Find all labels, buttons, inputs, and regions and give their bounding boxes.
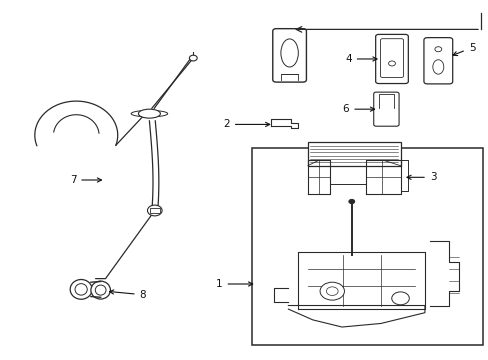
Text: 2: 2: [223, 120, 269, 129]
Text: 1: 1: [216, 279, 252, 289]
Circle shape: [434, 47, 441, 52]
FancyBboxPatch shape: [380, 39, 403, 77]
Ellipse shape: [432, 60, 443, 74]
Bar: [378, 96, 393, 108]
FancyBboxPatch shape: [272, 29, 306, 82]
FancyBboxPatch shape: [375, 35, 407, 84]
Ellipse shape: [95, 285, 106, 295]
Bar: [150, 208, 159, 213]
Circle shape: [326, 287, 337, 296]
Ellipse shape: [138, 109, 160, 118]
Circle shape: [348, 199, 354, 204]
Circle shape: [320, 282, 344, 300]
Circle shape: [388, 61, 395, 66]
Circle shape: [391, 292, 408, 305]
Circle shape: [189, 55, 197, 61]
Text: 6: 6: [342, 104, 374, 114]
Ellipse shape: [280, 39, 298, 67]
Circle shape: [147, 205, 162, 216]
Bar: [251, 148, 483, 345]
Text: 7: 7: [69, 175, 102, 185]
Bar: [307, 142, 400, 166]
FancyBboxPatch shape: [373, 92, 398, 126]
FancyBboxPatch shape: [423, 38, 452, 84]
Ellipse shape: [131, 111, 167, 117]
Text: 4: 4: [345, 54, 376, 64]
Ellipse shape: [91, 281, 110, 299]
Ellipse shape: [70, 279, 92, 299]
Ellipse shape: [75, 284, 87, 295]
Text: 8: 8: [109, 290, 146, 300]
Text: 3: 3: [406, 172, 435, 182]
Text: 5: 5: [452, 43, 474, 55]
